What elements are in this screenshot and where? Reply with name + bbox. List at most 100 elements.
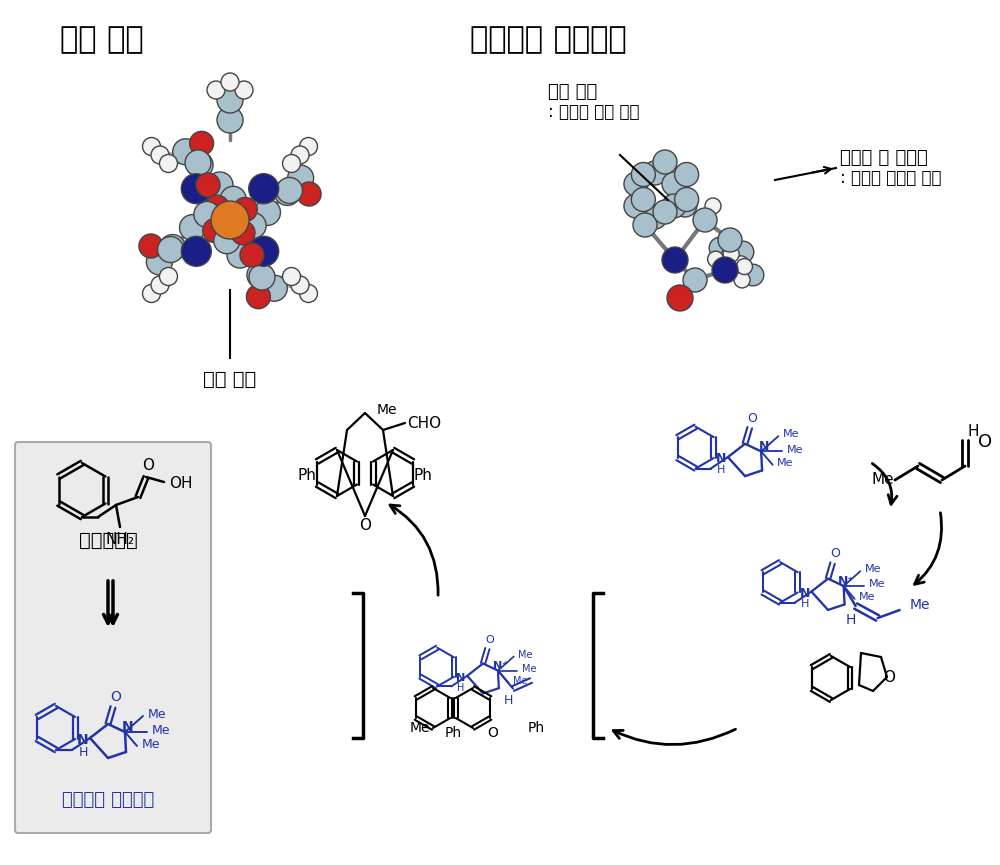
Circle shape	[283, 155, 301, 172]
Text: O: O	[830, 548, 840, 561]
Text: : 비대칭 반응을 유도: : 비대칭 반응을 유도	[840, 169, 942, 187]
Text: NH₂: NH₂	[106, 531, 134, 547]
Text: Ph: Ph	[414, 469, 432, 484]
Text: Me: Me	[872, 472, 894, 488]
Circle shape	[643, 205, 667, 229]
Circle shape	[180, 215, 206, 240]
Circle shape	[146, 249, 172, 275]
Circle shape	[683, 268, 707, 292]
Text: Me: Me	[518, 650, 533, 660]
Text: Me: Me	[142, 738, 160, 751]
Circle shape	[708, 251, 724, 267]
Text: O: O	[748, 412, 758, 425]
Text: Me: Me	[522, 663, 536, 674]
Text: H: H	[967, 425, 979, 439]
Circle shape	[624, 172, 648, 196]
Text: O: O	[111, 690, 121, 704]
Circle shape	[211, 201, 249, 239]
Circle shape	[181, 174, 211, 203]
Text: Me: Me	[783, 429, 800, 439]
Circle shape	[185, 150, 211, 176]
Text: H: H	[845, 613, 856, 627]
Circle shape	[217, 87, 243, 113]
Circle shape	[736, 259, 752, 274]
Circle shape	[723, 247, 739, 262]
Circle shape	[297, 182, 321, 206]
Circle shape	[221, 73, 239, 91]
Circle shape	[721, 248, 737, 264]
Circle shape	[653, 150, 677, 174]
Circle shape	[249, 264, 275, 290]
Text: Me: Me	[513, 676, 527, 686]
Circle shape	[291, 146, 309, 164]
Text: H: H	[457, 683, 465, 693]
Circle shape	[631, 163, 655, 187]
Circle shape	[709, 237, 731, 259]
Text: 금속 촉매: 금속 촉매	[60, 25, 144, 54]
Circle shape	[190, 131, 214, 156]
Text: Me: Me	[865, 565, 881, 574]
Text: N⁺: N⁺	[838, 575, 855, 588]
Circle shape	[205, 195, 229, 219]
Circle shape	[631, 188, 655, 212]
Circle shape	[288, 165, 314, 191]
Circle shape	[732, 241, 754, 263]
Circle shape	[151, 276, 169, 294]
Text: N: N	[759, 440, 769, 453]
Text: Ph: Ph	[444, 726, 462, 740]
Circle shape	[742, 264, 764, 285]
Text: Me: Me	[148, 708, 166, 721]
Circle shape	[159, 155, 177, 172]
Text: O: O	[359, 518, 371, 534]
Circle shape	[194, 202, 220, 227]
Text: N: N	[800, 586, 810, 600]
Circle shape	[143, 138, 161, 156]
Circle shape	[240, 213, 266, 239]
Text: N: N	[716, 452, 726, 465]
Text: CHO: CHO	[407, 415, 441, 431]
Circle shape	[247, 262, 273, 288]
Circle shape	[173, 138, 199, 165]
Circle shape	[718, 228, 742, 252]
Circle shape	[207, 172, 233, 198]
Circle shape	[624, 194, 648, 218]
Circle shape	[653, 200, 677, 224]
Circle shape	[240, 243, 264, 267]
Text: : 이미늄 이온 형성: : 이미늄 이온 형성	[548, 103, 640, 121]
Text: Ph: Ph	[527, 721, 545, 735]
Circle shape	[249, 174, 279, 203]
Circle shape	[217, 107, 243, 133]
Circle shape	[220, 186, 246, 212]
Text: N: N	[122, 720, 134, 734]
Circle shape	[187, 152, 213, 178]
Circle shape	[662, 247, 688, 273]
Circle shape	[283, 267, 301, 285]
Circle shape	[693, 208, 717, 232]
Text: Me: Me	[787, 445, 803, 454]
Text: H: H	[801, 599, 809, 610]
Circle shape	[712, 257, 738, 283]
Circle shape	[181, 236, 211, 266]
Circle shape	[733, 256, 749, 272]
Circle shape	[633, 213, 657, 237]
Text: O: O	[142, 458, 154, 472]
Circle shape	[675, 163, 699, 187]
Circle shape	[261, 275, 287, 301]
Circle shape	[734, 272, 750, 288]
Text: O: O	[978, 433, 992, 451]
Circle shape	[673, 193, 697, 217]
Circle shape	[276, 177, 302, 203]
Text: N: N	[456, 673, 466, 682]
Circle shape	[299, 285, 317, 303]
Circle shape	[667, 285, 693, 311]
Text: 질소 원자: 질소 원자	[548, 83, 597, 101]
Circle shape	[291, 276, 309, 294]
Text: Me: Me	[410, 721, 430, 735]
Text: 구리 원자: 구리 원자	[203, 370, 257, 389]
Text: H: H	[717, 465, 725, 476]
Circle shape	[231, 221, 255, 245]
Circle shape	[151, 146, 169, 164]
Circle shape	[274, 179, 300, 206]
Text: O: O	[486, 635, 494, 644]
Circle shape	[254, 200, 280, 226]
